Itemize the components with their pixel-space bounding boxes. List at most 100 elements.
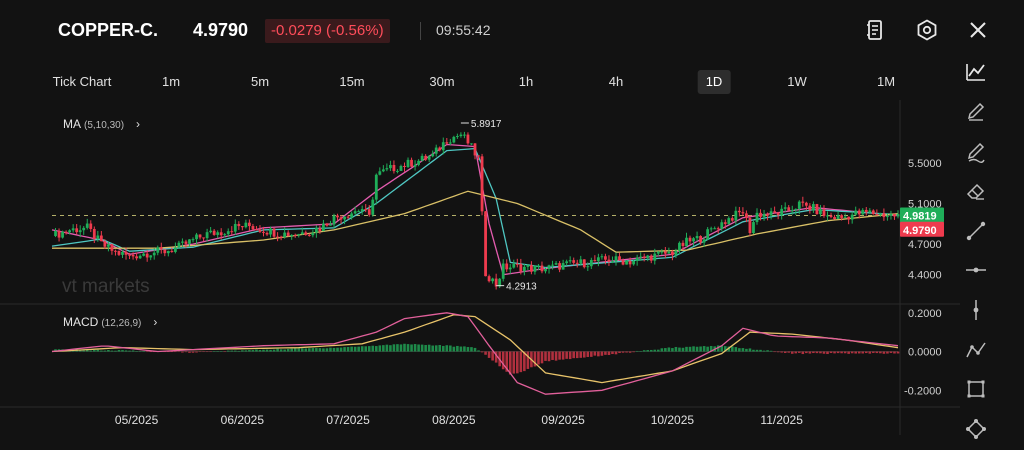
pen-icon[interactable] [960,136,992,168]
candle-body [663,251,667,254]
candle-body [692,238,695,242]
macd-histogram-bar [776,351,780,353]
pencil-icon[interactable] [960,96,992,128]
macd-name: MACD [63,315,99,329]
candle-body [815,204,819,215]
notes-icon[interactable] [863,18,887,42]
macd-histogram-bar [255,349,258,352]
macd-histogram-bar [427,344,431,352]
vertical-line-icon[interactable] [960,294,992,326]
candle-body [170,250,174,252]
macd-histogram-bar [864,351,868,354]
macd-histogram-bar [798,351,801,353]
macd-histogram-bar [565,351,568,359]
macd-histogram-bar [607,351,611,356]
macd-histogram-bar [170,351,174,353]
chevron-right-icon[interactable]: › [136,117,141,131]
macd-histogram-bar [219,351,223,352]
candle-body [745,213,748,219]
candle-body [188,239,191,244]
candle-body [283,232,287,238]
macd-histogram-bar [343,347,346,352]
candle-body [685,237,688,247]
horizontal-line-icon[interactable] [960,254,992,286]
ma-indicator-label[interactable]: MA (5,10,30) › [63,117,140,131]
candle-body [403,165,406,168]
candle-body [195,234,198,240]
candle-body [611,261,614,263]
tab-1w[interactable]: 1W [787,74,807,89]
tab-4h[interactable]: 4h [608,74,624,89]
price-chart[interactable]: vt markets 5.5000 5.1000 4.7000 4.4000 0.200… [0,100,960,449]
candle-body [530,265,533,272]
candle-body [322,223,325,232]
tab-15m[interactable]: 15m [339,74,365,89]
candle-body [600,256,604,258]
macd-histogram-bar [649,349,653,352]
candle-body [878,213,882,216]
candle-body [413,164,417,167]
macd-histogram-bar [89,350,93,352]
candle-body [431,153,435,157]
settings-icon[interactable] [915,18,939,42]
candle-body [121,251,124,255]
tab-30m[interactable]: 30m [429,74,455,89]
candle-body [64,231,68,233]
macd-histogram-bar [424,344,427,352]
candle-body [797,201,801,209]
macd-histogram-bar [667,347,671,352]
macd-histogram-bar [420,344,424,352]
macd-histogram-bar [96,349,100,352]
macd-params: (12,26,9) [101,318,142,329]
macd-histogram-bar [417,344,420,352]
candle-body [857,210,861,215]
candle-body [114,250,117,252]
tab-1h[interactable]: 1h [518,74,534,89]
candle-body [470,143,473,145]
macd-histogram-bar [843,351,847,354]
tab-1m[interactable]: 1m [161,74,181,89]
candle-body [727,218,731,224]
rectangle-icon[interactable] [960,373,992,405]
candle-body [766,213,769,216]
macd-indicator-label[interactable]: MACD (12,26,9) › [63,315,157,329]
macd-histogram-bar [547,351,551,362]
eraser-icon[interactable] [960,175,992,207]
macd-histogram-bar [875,351,879,354]
candle-body [54,230,57,236]
candle-body [68,230,72,233]
macd-histogram-bar [198,351,202,353]
candle-body [734,210,738,221]
macd-histogram-bar [854,351,857,354]
candle-body [381,169,385,172]
candle-body [748,218,752,234]
tab-1d[interactable]: 1D [697,70,731,94]
candle-body [896,214,900,217]
candle-body [385,168,389,170]
macd-histogram-bar [840,351,843,354]
macd-histogram-bar [826,351,829,355]
candle-body [688,237,692,242]
chevron-right-icon[interactable]: › [153,315,158,329]
shape-icon[interactable] [960,413,992,445]
trend-line-icon[interactable] [960,215,992,247]
date-tick-label: 06/2025 [221,413,265,427]
candle-body [360,209,364,212]
tab-5m[interactable]: 5m [250,74,270,89]
candle-body [783,207,787,209]
candle-body [177,242,181,248]
candle-body [621,259,625,265]
candle-body [75,228,79,233]
tab-tick-chart[interactable]: Tick Chart [52,74,112,89]
polyline-icon[interactable] [960,334,992,366]
macd-histogram-bar [847,351,850,354]
macd-histogram-bar [145,351,149,353]
candle-body [759,212,762,217]
tab-1m-month[interactable]: 1M [876,74,896,89]
candle-body [720,222,724,229]
line-chart-icon[interactable] [960,56,992,88]
candle-body [653,253,657,261]
macd-histogram-bar [318,348,322,352]
macd-histogram-bar [308,348,311,352]
close-icon[interactable] [966,18,990,42]
